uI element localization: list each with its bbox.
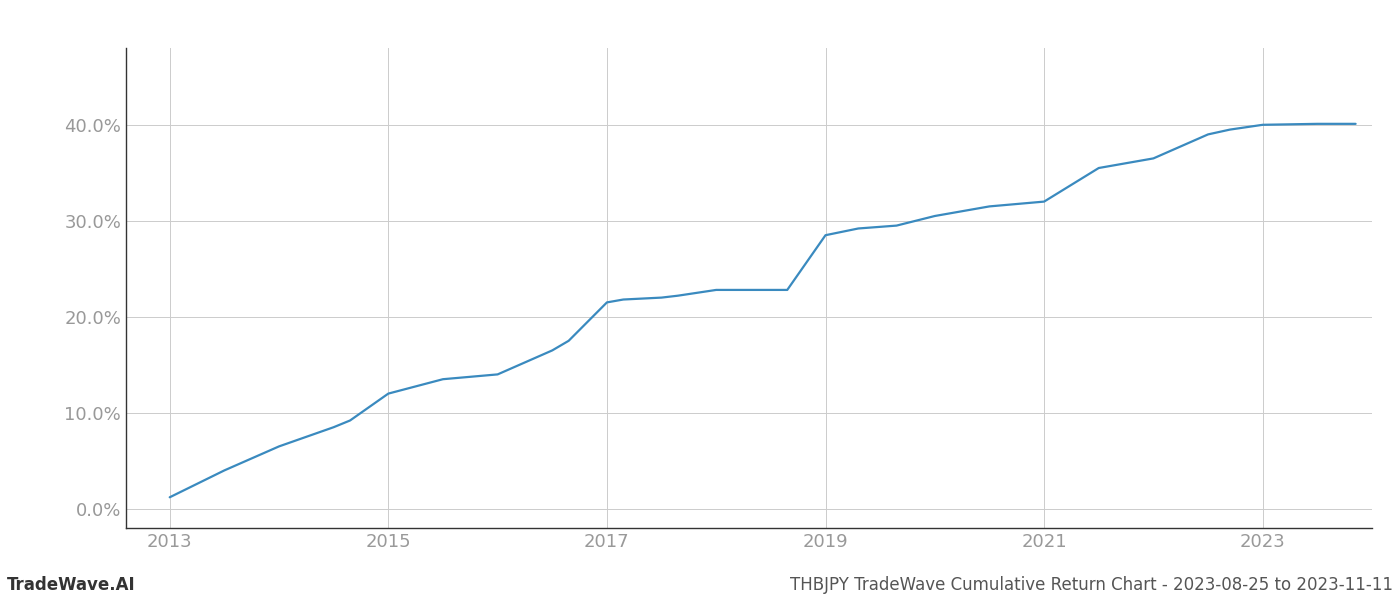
Text: TradeWave.AI: TradeWave.AI xyxy=(7,576,136,594)
Text: THBJPY TradeWave Cumulative Return Chart - 2023-08-25 to 2023-11-11: THBJPY TradeWave Cumulative Return Chart… xyxy=(790,576,1393,594)
